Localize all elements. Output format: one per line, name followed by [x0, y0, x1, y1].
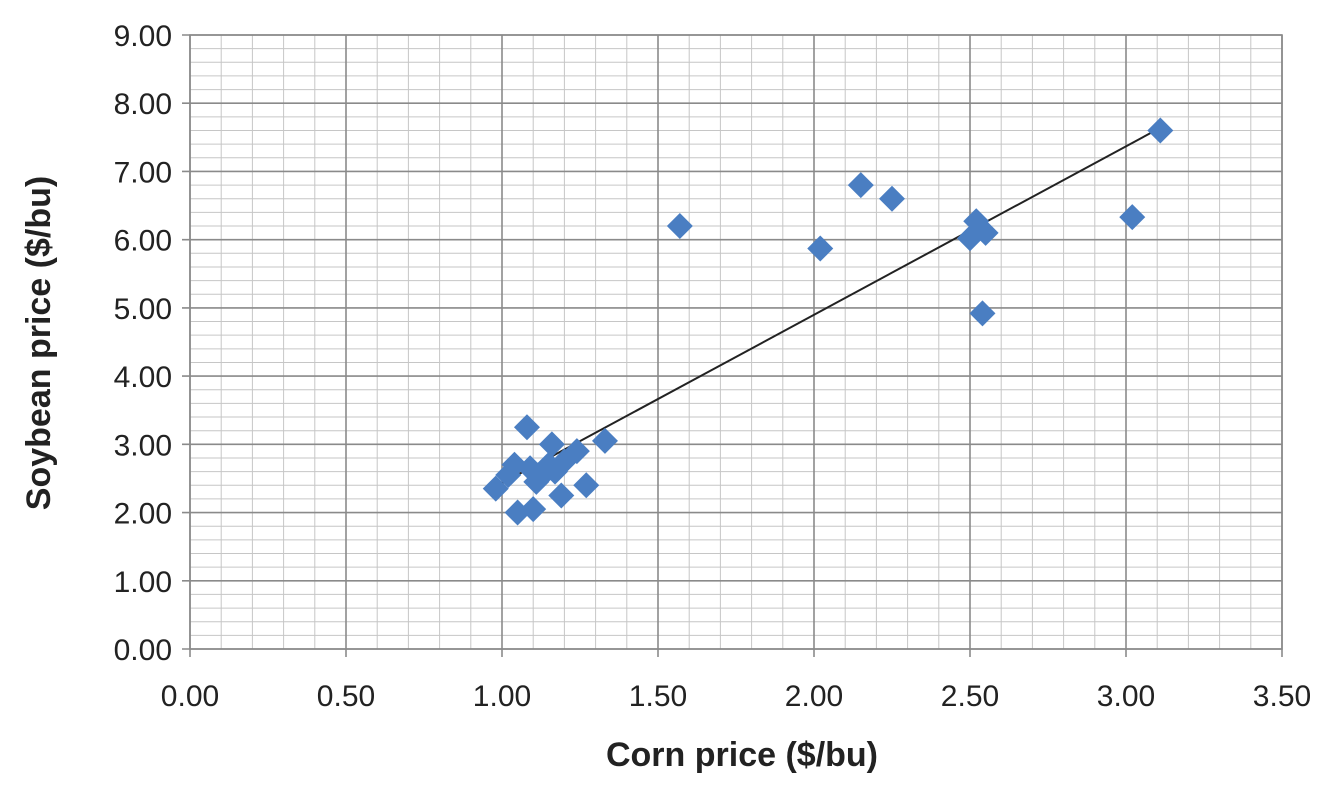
y-tick-label: 1.00 [114, 566, 172, 599]
data-point [548, 482, 575, 509]
y-axis-title: Soybean price ($/bu) [20, 176, 58, 510]
y-tick-label: 4.00 [114, 361, 172, 394]
data-point [573, 472, 600, 499]
data-point [666, 213, 693, 240]
y-axis-ticks: 0.00 1.00 2.00 3.00 4.00 5.00 6.00 7.00 8.00 9.00 [114, 20, 172, 667]
x-tick-label: 2.00 [785, 680, 843, 713]
y-tick-label: 5.00 [114, 293, 172, 326]
data-point [591, 427, 618, 454]
data-point [482, 475, 509, 502]
x-tick-label: 2.50 [941, 680, 999, 713]
x-tick-label: 1.50 [629, 680, 687, 713]
x-axis-ticks: 0.00 0.50 1.00 1.50 2.00 2.50 3.00 3.50 [161, 680, 1311, 713]
data-point [1147, 117, 1174, 144]
y-tick-label: 8.00 [114, 88, 172, 121]
x-tick-label: 0.50 [317, 680, 375, 713]
data-point [847, 172, 874, 199]
x-tick-label: 3.50 [1253, 680, 1311, 713]
data-point [513, 414, 540, 441]
x-tick-label: 0.00 [161, 680, 219, 713]
x-axis-title: Corn price ($/bu) [606, 736, 878, 774]
data-point [969, 300, 996, 327]
data-point [538, 431, 565, 458]
x-tick-label: 3.00 [1097, 680, 1155, 713]
trendline [495, 126, 1161, 488]
data-point [563, 438, 590, 465]
x-tick-label: 1.00 [473, 680, 531, 713]
major-gridlines [182, 34, 1283, 657]
data-point [972, 219, 999, 246]
data-point [520, 496, 547, 523]
y-tick-label: 9.00 [114, 20, 172, 53]
y-tick-label: 7.00 [114, 156, 172, 189]
data-point [879, 185, 905, 212]
minor-gridlines [190, 35, 1282, 649]
y-tick-label: 3.00 [114, 429, 172, 462]
data-points [482, 117, 1174, 526]
data-point [807, 235, 834, 262]
y-tick-label: 0.00 [114, 634, 172, 667]
plot-frame [189, 34, 1283, 650]
y-tick-label: 2.00 [114, 498, 172, 531]
data-point [1119, 204, 1146, 231]
y-tick-label: 6.00 [114, 225, 172, 258]
